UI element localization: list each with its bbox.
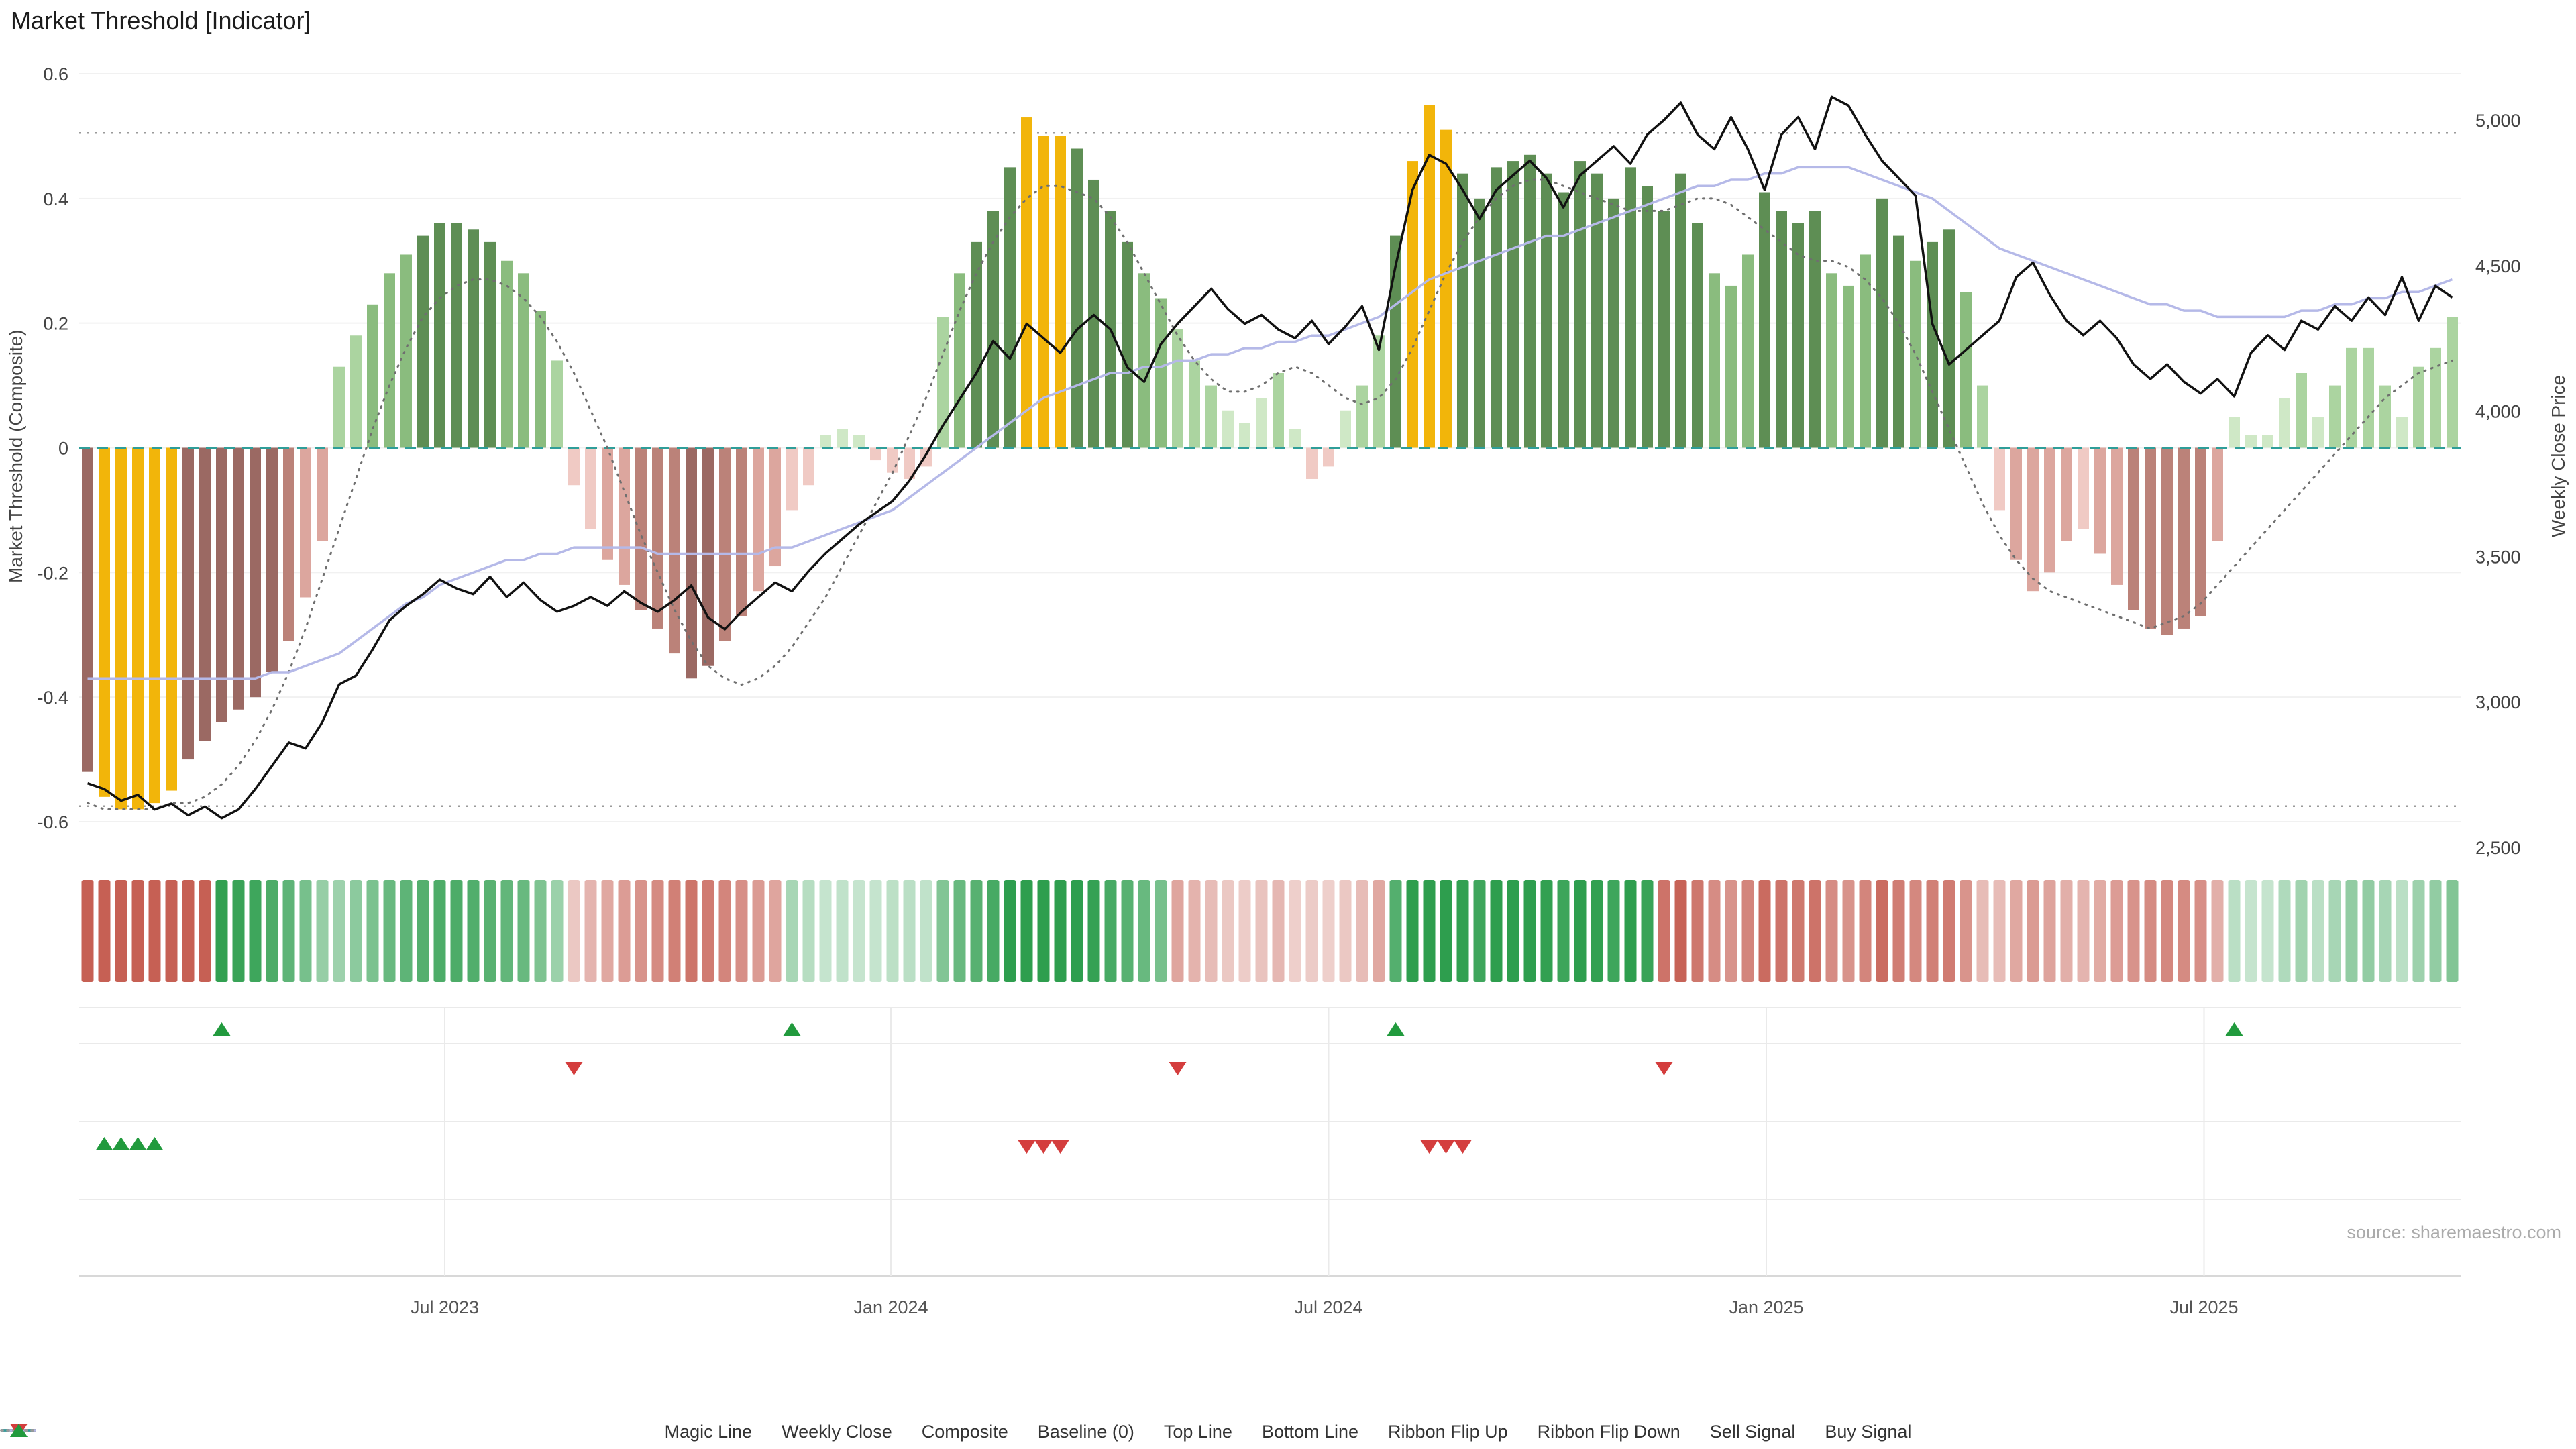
buy-signal-markers — [95, 1137, 164, 1150]
svg-text:0.4: 0.4 — [43, 189, 68, 209]
legend-label: Bottom Line — [1261, 1421, 1359, 1442]
legend-label: Ribbon Flip Down — [1537, 1421, 1680, 1442]
composite-line — [87, 166, 2453, 680]
left-axis-ticks: 0.6 0.4 0.2 0 -0.2 -0.4 -0.6 — [37, 64, 68, 833]
legend-label: Magic Line — [664, 1421, 753, 1442]
legend-label: Top Line — [1163, 1421, 1232, 1442]
svg-text:0: 0 — [58, 439, 68, 459]
legend-item-ribbon-flip-down: Ribbon Flip Down — [10, 1421, 1680, 1442]
legend-item-baseline-0-: Baseline (0) — [1, 1421, 1134, 1442]
right-axis-ticks: 5,000 4,500 4,000 3,500 3,000 2,500 — [2475, 111, 2521, 858]
sell-signal-markers — [1018, 1140, 1472, 1154]
legend-item-ribbon-flip-up: Ribbon Flip Up — [10, 1421, 1508, 1442]
svg-text:-0.6: -0.6 — [37, 812, 68, 833]
legend-item-buy-signal: Buy Signal — [10, 1421, 1912, 1442]
svg-text:Jan 2024: Jan 2024 — [853, 1297, 928, 1318]
svg-text:-0.4: -0.4 — [37, 688, 68, 708]
legend-item-weekly-close: Weekly Close — [1, 1421, 892, 1442]
svg-text:4,000: 4,000 — [2475, 402, 2521, 422]
legend-label: Composite — [921, 1421, 1008, 1442]
legend-item-magic-line: Magic Line — [0, 1421, 753, 1442]
ribbon-strip — [81, 880, 2459, 982]
svg-text:4,500: 4,500 — [2475, 256, 2521, 276]
legend-item-sell-signal: Sell Signal — [10, 1421, 1796, 1442]
page-title: Market Threshold [Indicator] — [11, 7, 311, 34]
legend-item-bottom-line: Bottom Line — [0, 1421, 1359, 1442]
ribbon-flip-up-markers — [213, 1022, 2243, 1036]
legend-label: Weekly Close — [782, 1421, 892, 1442]
x-axis-ticks: Jul 2023 Jan 2024 Jul 2024 Jan 2025 Jul 2025 — [411, 1297, 2239, 1318]
main-chart: 0.6 0.4 0.2 0 -0.2 -0.4 -0.6 5,000 4,500 4,000 3,5… — [37, 64, 2521, 1318]
svg-text:-0.2: -0.2 — [37, 563, 68, 583]
signal-gridlines — [79, 1007, 2461, 1277]
legend-label: Buy Signal — [1825, 1421, 1912, 1442]
ribbon-flip-down-markers — [565, 1062, 1673, 1075]
svg-text:Jul 2024: Jul 2024 — [1294, 1297, 1362, 1318]
legend-label: Ribbon Flip Up — [1388, 1421, 1508, 1442]
svg-text:3,500: 3,500 — [2475, 547, 2521, 567]
svg-text:Jul 2025: Jul 2025 — [2169, 1297, 2238, 1318]
legend: Magic Line Weekly Close Composite Baseline … — [0, 1421, 2576, 1442]
legend-label: Baseline (0) — [1037, 1421, 1134, 1442]
legend-item-top-line: Top Line — [0, 1421, 1232, 1442]
svg-text:Jan 2025: Jan 2025 — [1729, 1297, 1803, 1318]
svg-text:3,000: 3,000 — [2475, 692, 2521, 712]
svg-text:0.2: 0.2 — [43, 314, 68, 334]
tri-up-swatch-icon — [10, 1424, 28, 1437]
legend-label: Sell Signal — [1709, 1421, 1796, 1442]
svg-text:0.6: 0.6 — [43, 64, 68, 85]
svg-text:Jul 2023: Jul 2023 — [411, 1297, 479, 1318]
legend-item-composite: Composite — [1, 1421, 1008, 1442]
svg-text:2,500: 2,500 — [2475, 838, 2521, 858]
weekly-close-line — [87, 95, 2453, 820]
threshold-bars — [82, 105, 2458, 810]
magic-line — [87, 178, 2453, 810]
svg-text:5,000: 5,000 — [2475, 111, 2521, 131]
source-note: source: sharemaestro.com — [2347, 1222, 2561, 1242]
